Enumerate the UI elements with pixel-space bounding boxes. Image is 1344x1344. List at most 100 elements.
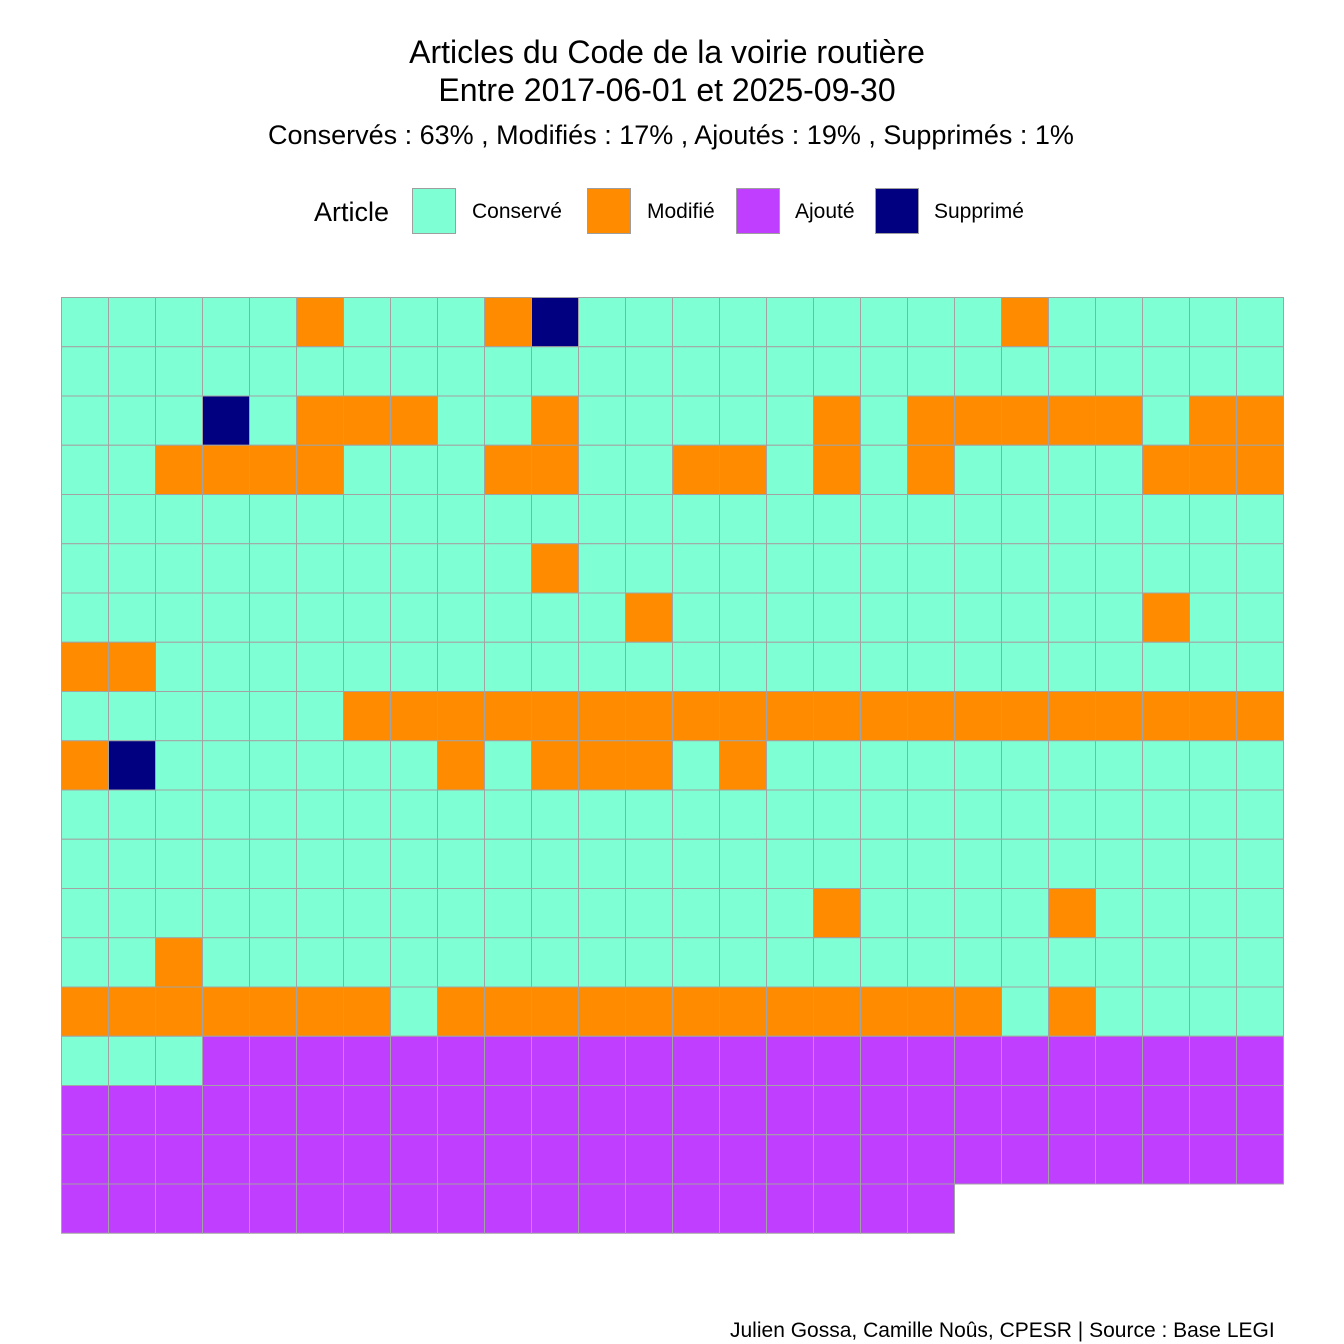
cell-conserve	[296, 740, 344, 791]
cell-conserve	[61, 1035, 109, 1086]
cell-ajoute	[531, 1134, 579, 1185]
cell-conserve	[1095, 543, 1143, 594]
cell-modifie	[390, 691, 438, 742]
cell-ajoute	[1048, 1035, 1096, 1086]
cell-conserve	[1001, 444, 1049, 495]
cell-conserve	[343, 543, 391, 594]
cell-conserve	[813, 592, 861, 643]
cell-modifie	[1189, 444, 1237, 495]
cell-conserve	[61, 789, 109, 840]
cell-ajoute	[672, 1183, 720, 1234]
cell-conserve	[578, 395, 626, 446]
cell-conserve	[108, 297, 156, 348]
cell-conserve	[1189, 494, 1237, 545]
cell-conserve	[155, 543, 203, 594]
cell-conserve	[484, 838, 532, 889]
cell-conserve	[484, 937, 532, 988]
cell-conserve	[1142, 543, 1190, 594]
cell-conserve	[108, 592, 156, 643]
cell-conserve	[108, 937, 156, 988]
cell-conserve	[813, 346, 861, 397]
cell-conserve	[249, 838, 297, 889]
cell-conserve	[1189, 838, 1237, 889]
cell-conserve	[578, 838, 626, 889]
cell-conserve	[202, 691, 250, 742]
cell-modifie	[343, 395, 391, 446]
cell-modifie	[531, 986, 579, 1037]
cell-ajoute	[108, 1134, 156, 1185]
cell-conserve	[625, 641, 673, 692]
cell-conserve	[625, 838, 673, 889]
cell-conserve	[1142, 346, 1190, 397]
cell-modifie	[61, 641, 109, 692]
cell-conserve	[61, 494, 109, 545]
cell-conserve	[437, 838, 485, 889]
cell-modifie	[860, 986, 908, 1037]
cell-modifie	[766, 691, 814, 742]
cell-conserve	[1095, 346, 1143, 397]
cell-conserve	[813, 838, 861, 889]
cell-modifie	[625, 592, 673, 643]
cell-conserve	[860, 740, 908, 791]
cell-conserve	[202, 789, 250, 840]
cell-ajoute	[202, 1183, 250, 1234]
cell-conserve	[437, 297, 485, 348]
cell-ajoute	[108, 1085, 156, 1136]
cell-conserve	[390, 888, 438, 939]
cell-ajoute	[1001, 1035, 1049, 1086]
cell-ajoute	[484, 1183, 532, 1234]
cell-modifie	[202, 444, 250, 495]
cell-ajoute	[1095, 1035, 1143, 1086]
cell-conserve	[390, 789, 438, 840]
cell-conserve	[1048, 494, 1096, 545]
cell-ajoute	[578, 1085, 626, 1136]
cell-ajoute	[1048, 1085, 1096, 1136]
cell-ajoute	[672, 1085, 720, 1136]
cell-conserve	[860, 543, 908, 594]
cell-conserve	[813, 789, 861, 840]
cell-conserve	[1095, 789, 1143, 840]
cell-conserve	[954, 641, 1002, 692]
cell-conserve	[672, 888, 720, 939]
cell-conserve	[343, 592, 391, 643]
cell-conserve	[860, 641, 908, 692]
cell-conserve	[1001, 641, 1049, 692]
cell-conserve	[719, 543, 767, 594]
cell-conserve	[531, 937, 579, 988]
caption: Julien Gossa, Camille Noûs, CPESR | Sour…	[730, 1319, 1275, 1342]
cell-modifie	[907, 986, 955, 1037]
cell-modifie	[155, 444, 203, 495]
cell-conserve	[813, 494, 861, 545]
cell-conserve	[390, 543, 438, 594]
cell-ajoute	[484, 1035, 532, 1086]
cell-conserve	[672, 592, 720, 643]
cell-conserve	[860, 789, 908, 840]
cell-conserve	[1095, 937, 1143, 988]
cell-ajoute	[1142, 1085, 1190, 1136]
cell-modifie	[1048, 691, 1096, 742]
cell-conserve	[343, 444, 391, 495]
cell-ajoute	[202, 1134, 250, 1185]
cell-modifie	[578, 986, 626, 1037]
cell-ajoute	[719, 1035, 767, 1086]
cell-conserve	[343, 888, 391, 939]
cell-conserve	[766, 395, 814, 446]
cell-ajoute	[61, 1134, 109, 1185]
cell-conserve	[578, 789, 626, 840]
cell-conserve	[1001, 789, 1049, 840]
cell-conserve	[296, 494, 344, 545]
cell-conserve	[1095, 444, 1143, 495]
cell-modifie	[813, 986, 861, 1037]
cell-ajoute	[578, 1183, 626, 1234]
cell-conserve	[672, 838, 720, 889]
cell-conserve	[625, 346, 673, 397]
cell-conserve	[61, 297, 109, 348]
cell-conserve	[1048, 937, 1096, 988]
cell-conserve	[249, 937, 297, 988]
cell-conserve	[813, 740, 861, 791]
cell-conserve	[202, 740, 250, 791]
cell-modifie	[719, 986, 767, 1037]
legend-label-conserve: Conservé	[472, 200, 562, 223]
cell-conserve	[672, 789, 720, 840]
cell-conserve	[155, 494, 203, 545]
